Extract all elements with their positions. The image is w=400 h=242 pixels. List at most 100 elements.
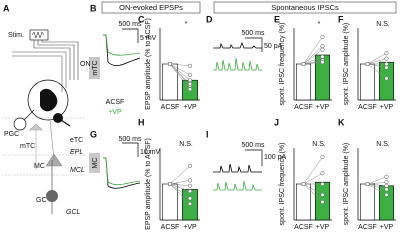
cell-point <box>384 76 389 81</box>
significance: N.S. <box>312 141 326 148</box>
cell-link <box>303 61 323 65</box>
cell-point <box>320 34 325 40</box>
panel-label: J <box>274 117 279 127</box>
cell-point <box>384 65 389 70</box>
scale-label: 500 ms <box>119 21 142 28</box>
cell-point <box>187 189 193 194</box>
header: ON-evoked EPSPs <box>119 3 183 12</box>
legend-entry: ACSF <box>106 99 125 106</box>
cell-point <box>187 183 193 188</box>
cell-link <box>367 63 387 68</box>
cell-link <box>303 56 323 65</box>
y-axis-label: EPSP amplitude (% to ACSF) <box>145 138 152 230</box>
x-tick-label: ACSF <box>358 104 377 111</box>
cell-point <box>320 199 325 205</box>
x-tick-label: ACSF <box>294 104 313 111</box>
significance: * <box>185 21 188 28</box>
panel-label: E <box>274 14 280 24</box>
cell-point <box>384 174 389 179</box>
significance: N.S. <box>376 141 390 148</box>
scale-label: 5 mV <box>140 35 157 42</box>
panel-label: A <box>3 3 10 13</box>
cell-link <box>169 63 191 84</box>
panel-label: G <box>90 129 97 139</box>
cell-point <box>384 61 389 67</box>
cell-link <box>367 183 387 187</box>
cell-point <box>301 181 306 187</box>
x-tick-label: ACSF <box>358 224 377 231</box>
cell-link <box>303 183 323 196</box>
x-tick-label: +VP <box>316 104 330 111</box>
cell-link <box>303 36 323 65</box>
x-tick-label: ACSF <box>161 224 180 231</box>
header: Spontaneous IPSCs <box>271 3 339 12</box>
schematic-label: Stim. <box>8 32 24 39</box>
significance: N.S. <box>179 141 193 148</box>
y-axis-label: spont. IPSC frequency (%) <box>279 23 286 106</box>
bar <box>295 63 312 101</box>
y-axis-label: spont. IPSC amplitude (%) <box>343 143 350 225</box>
x-tick-label: ACSF <box>294 224 313 231</box>
trace <box>213 41 262 49</box>
x-tick-label: +VP <box>183 104 197 111</box>
panel-label: K <box>338 117 345 127</box>
cell-link <box>169 63 191 76</box>
cell-point <box>320 181 325 187</box>
y-axis-label: spont. IPSC amplitude (%) <box>343 23 350 105</box>
trace <box>213 163 262 173</box>
cell-point <box>187 178 193 183</box>
trace <box>213 57 262 71</box>
x-tick-label: +VP <box>380 224 394 231</box>
cell-link <box>169 63 191 67</box>
cell-point <box>384 180 389 185</box>
panel-label: H <box>138 117 145 127</box>
cell-link <box>303 49 323 65</box>
x-tick-label: +VP <box>380 104 394 111</box>
trace <box>213 180 262 191</box>
significance: * <box>318 21 321 28</box>
cell-point <box>187 196 193 201</box>
scale-label: 500 ms <box>242 142 265 149</box>
cell-point <box>384 56 389 61</box>
trace <box>103 157 141 186</box>
schematic: Stim. ON eTC PGC mTC EPL MCL MC GC GCL <box>2 29 91 216</box>
cell-link <box>367 58 387 65</box>
cell-point <box>384 187 389 192</box>
x-tick-label: +VP <box>316 224 330 231</box>
schematic-label: MCL <box>70 167 85 174</box>
trace <box>103 157 141 189</box>
panel-label: F <box>338 14 344 24</box>
cell-link <box>169 63 191 90</box>
cell-point <box>187 63 193 68</box>
cell-link <box>169 180 191 185</box>
cell-point <box>320 171 325 176</box>
scale-label: 50 pA <box>264 43 283 50</box>
x-tick-label: ACSF <box>161 104 180 111</box>
panel-label: C <box>138 14 145 24</box>
cell-point <box>384 183 389 188</box>
bar <box>359 183 376 221</box>
cell-link <box>169 183 191 192</box>
header-box <box>213 1 397 14</box>
schematic-label: GC <box>36 197 47 204</box>
schematic-label: mTC <box>20 143 35 150</box>
row-label: MC <box>92 158 99 169</box>
schematic-label: EPL <box>70 149 83 156</box>
scale-bar <box>245 149 263 166</box>
cell-point <box>187 78 193 83</box>
cell-point <box>187 72 193 77</box>
cell-link <box>367 52 387 65</box>
cell-link <box>169 63 191 81</box>
panel-label: I <box>206 129 209 139</box>
scale-bar <box>245 37 263 52</box>
scale-label: 10 mV <box>140 149 161 156</box>
cell-link <box>169 183 191 204</box>
cell-point <box>187 87 193 92</box>
cell-point <box>187 81 193 86</box>
cell-point <box>301 61 306 67</box>
scale-bar <box>122 142 139 157</box>
cell-link <box>367 183 387 196</box>
cell-point <box>320 47 325 52</box>
row-label-box <box>89 153 100 173</box>
bar <box>359 63 376 101</box>
